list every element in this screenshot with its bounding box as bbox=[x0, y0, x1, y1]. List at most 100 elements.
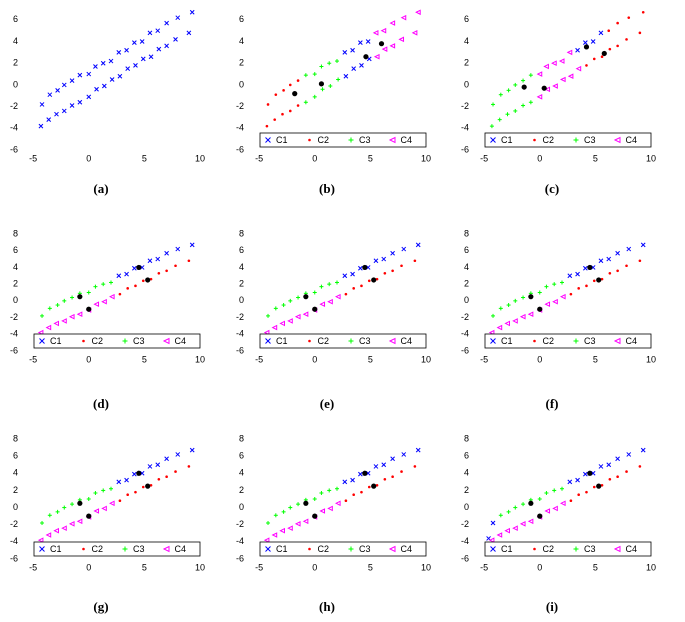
marker-stroke bbox=[381, 46, 388, 52]
point bbox=[590, 39, 596, 44]
point bbox=[575, 65, 582, 72]
marker-stroke bbox=[147, 258, 153, 264]
legend-marker bbox=[573, 137, 579, 143]
x-tick-label: -5 bbox=[29, 354, 37, 364]
point bbox=[608, 477, 612, 481]
point bbox=[560, 486, 564, 491]
point bbox=[575, 477, 580, 483]
marker-stroke bbox=[486, 536, 491, 541]
marker-dot bbox=[391, 269, 394, 273]
x-tick-label: -5 bbox=[480, 153, 488, 163]
point bbox=[61, 525, 67, 531]
legend-label: C1 bbox=[501, 336, 513, 346]
x-tick-label: 5 bbox=[368, 562, 373, 572]
point bbox=[413, 259, 417, 263]
marker-dot bbox=[569, 292, 573, 296]
legend-box bbox=[259, 132, 427, 148]
marker-dot bbox=[592, 279, 596, 283]
point bbox=[147, 258, 153, 264]
point bbox=[279, 320, 285, 327]
marker-stroke bbox=[77, 99, 83, 105]
point bbox=[400, 14, 407, 21]
legend-label: C4 bbox=[401, 336, 413, 346]
marker-dot bbox=[141, 485, 145, 489]
marker-dot bbox=[187, 465, 191, 468]
point bbox=[77, 99, 83, 105]
marker-stroke bbox=[496, 324, 503, 331]
marker-dot bbox=[157, 271, 161, 275]
marker-stroke bbox=[294, 521, 301, 527]
point bbox=[498, 513, 503, 518]
legend-marker bbox=[613, 136, 621, 144]
legend-marker bbox=[573, 338, 579, 344]
point bbox=[551, 60, 557, 67]
point bbox=[505, 112, 510, 117]
marker-dot bbox=[592, 485, 596, 489]
caption: (e) bbox=[320, 396, 334, 411]
legend-marker bbox=[308, 547, 311, 551]
marker-stroke bbox=[125, 66, 131, 72]
point bbox=[559, 76, 566, 83]
marker-dot bbox=[274, 93, 278, 96]
marker-stroke bbox=[173, 37, 178, 42]
point bbox=[328, 84, 333, 89]
y-tick-label: 4 bbox=[464, 36, 469, 46]
point bbox=[54, 111, 59, 117]
marker-dot bbox=[625, 264, 628, 268]
point bbox=[86, 94, 92, 100]
point bbox=[46, 117, 52, 122]
point bbox=[360, 490, 363, 494]
point bbox=[47, 92, 53, 98]
point bbox=[118, 499, 122, 503]
point bbox=[157, 271, 161, 275]
point bbox=[351, 66, 357, 72]
marker-stroke bbox=[132, 265, 137, 271]
centroid bbox=[537, 513, 543, 519]
legend-label: C3 bbox=[133, 544, 145, 554]
x-tick-label: 10 bbox=[421, 153, 431, 163]
marker-stroke bbox=[366, 56, 372, 62]
marker-stroke bbox=[116, 479, 122, 485]
point bbox=[536, 94, 543, 100]
x-tick-label: 10 bbox=[195, 153, 205, 163]
point bbox=[490, 520, 496, 526]
marker-stroke bbox=[575, 271, 580, 277]
marker-stroke bbox=[86, 71, 92, 77]
marker-stroke bbox=[598, 464, 604, 469]
marker-dot bbox=[126, 493, 129, 497]
point bbox=[189, 9, 195, 15]
marker-stroke bbox=[626, 246, 632, 252]
point bbox=[61, 82, 67, 88]
point bbox=[148, 54, 154, 60]
centroid bbox=[303, 500, 309, 506]
legend-marker bbox=[82, 339, 85, 343]
point bbox=[496, 324, 503, 331]
legend-label: C3 bbox=[359, 336, 371, 346]
point bbox=[174, 264, 177, 268]
point bbox=[109, 280, 113, 285]
marker-stroke bbox=[358, 265, 363, 271]
legend-label: C4 bbox=[175, 336, 187, 346]
marker-stroke bbox=[575, 65, 582, 72]
marker-dot bbox=[344, 292, 348, 296]
point bbox=[279, 527, 285, 534]
marker-stroke bbox=[139, 39, 145, 44]
marker-stroke bbox=[559, 76, 566, 83]
point bbox=[367, 279, 371, 283]
point bbox=[155, 462, 161, 468]
marker-stroke bbox=[552, 505, 558, 512]
marker-stroke bbox=[558, 58, 565, 64]
point bbox=[165, 475, 168, 479]
point bbox=[77, 72, 83, 78]
point bbox=[319, 491, 324, 495]
marker-stroke bbox=[265, 137, 271, 143]
point bbox=[528, 73, 533, 78]
marker-stroke bbox=[101, 298, 107, 305]
centroid bbox=[312, 306, 318, 312]
point bbox=[491, 102, 496, 107]
marker-stroke bbox=[411, 30, 418, 36]
point bbox=[359, 63, 364, 68]
point bbox=[263, 537, 270, 543]
centroid bbox=[312, 513, 318, 519]
